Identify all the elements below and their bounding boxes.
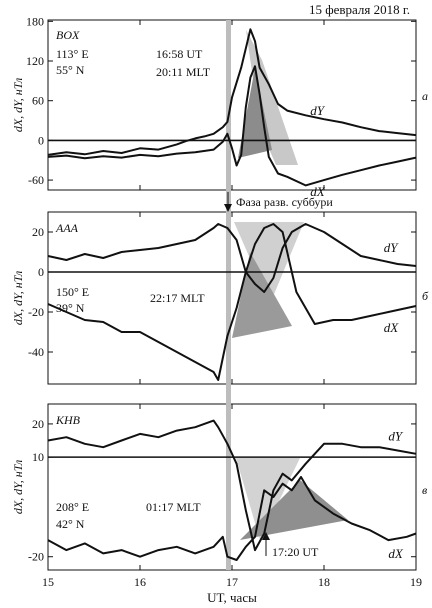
panel-a-station: BOX [56,28,80,42]
marker-label: Фаза разв. суббури [236,195,333,209]
date-label: 15 февраля 2018 г. [309,2,410,17]
panel-b-series-dx-line [47,223,417,381]
panel-a-frame [47,19,417,191]
panel-a-series-dy-label: dY [310,103,326,118]
panel-b-letter: б [422,289,429,303]
panel-c-station: KHB [55,413,81,427]
panel-b-ytick-label: -40 [28,345,44,359]
panel-c-frame [47,403,417,571]
panel-a-lon: 113° E [56,47,89,61]
panel-a-series-dy-line [47,28,417,156]
panel-a-ytick-label: 60 [32,94,44,108]
panel-b-ylabel: dX, dY, нТл [11,271,25,325]
panel-c-lat: 42° N [56,517,85,531]
panel-c-ytick-label: 10 [32,450,44,464]
panel-b-frame [47,211,417,385]
panel-c-letter: в [422,483,427,497]
panel-b-ytick-label: -20 [28,305,44,319]
panel-b-lat: 39° N [56,301,85,315]
panel-b-series-dy-line [47,223,417,293]
panel-c-series-dy-line [47,419,417,552]
panel-c-ytick-label: -20 [28,550,44,564]
plot-layer: -60 0 60 120 180 dY dX -40 -20 0 20 dY dX -20 10 20 15 16… [26,14,422,589]
panel-a-series-dx-line [47,65,417,187]
panel-a-ytick-label: 120 [26,54,44,68]
panel-b-ytick-label: 20 [32,225,44,239]
x-tick-label: 19 [410,575,422,589]
panel-c-series-dx-label: dX [388,546,404,561]
x-axis-label: UT, часы [207,590,257,605]
panel-c-shade [236,458,300,540]
x-tick-label: 16 [134,575,146,589]
panel-c-ylabel: dX, dY, нТл [11,460,25,514]
panel-c-series-dy-label: dY [388,428,404,443]
panel-b-ytick-label: 0 [38,265,44,279]
panel-b-station: AAA [55,221,79,235]
panel-b-series-dx-label: dX [384,320,400,335]
panel-a-series-dx-label: dX [310,184,326,199]
onset-arrow-head [224,204,232,212]
panel-b-lon: 150° E [56,285,89,299]
panel-a-ytick-label: -60 [28,173,44,187]
panel-a-lat: 55° N [56,63,85,77]
panel-a-annotation-ut: 16:58 UT [156,47,203,61]
panel-a-ylabel: dX, dY, нТл [11,78,25,132]
panel-c-series-dx-line [47,476,417,561]
panel-c-lon: 208° E [56,500,89,514]
panel-c-ytick-label: 20 [32,417,44,431]
onset-marker-band [226,20,231,570]
panel-a-annotation-mlt: 20:11 MLT [156,65,211,79]
panel-a-ytick-label: 180 [26,14,44,28]
panel-c-annotation-mlt: 01:17 MLT [146,500,201,514]
panel-b-annotation-mlt: 22:17 MLT [150,291,205,305]
x-tick-label: 15 [42,575,54,589]
panel-c-ut-arrow-head [262,532,270,540]
x-tick-label: 17 [226,575,238,589]
panel-a-ytick-label: 0 [38,133,44,147]
panel-c-annotation-ut: 17:20 UT [272,545,319,559]
panel-b-series-dy-label: dY [384,240,400,255]
panel-a-letter: а [422,89,428,103]
panel-a-dark-shade [238,68,272,158]
x-tick-label: 18 [318,575,330,589]
